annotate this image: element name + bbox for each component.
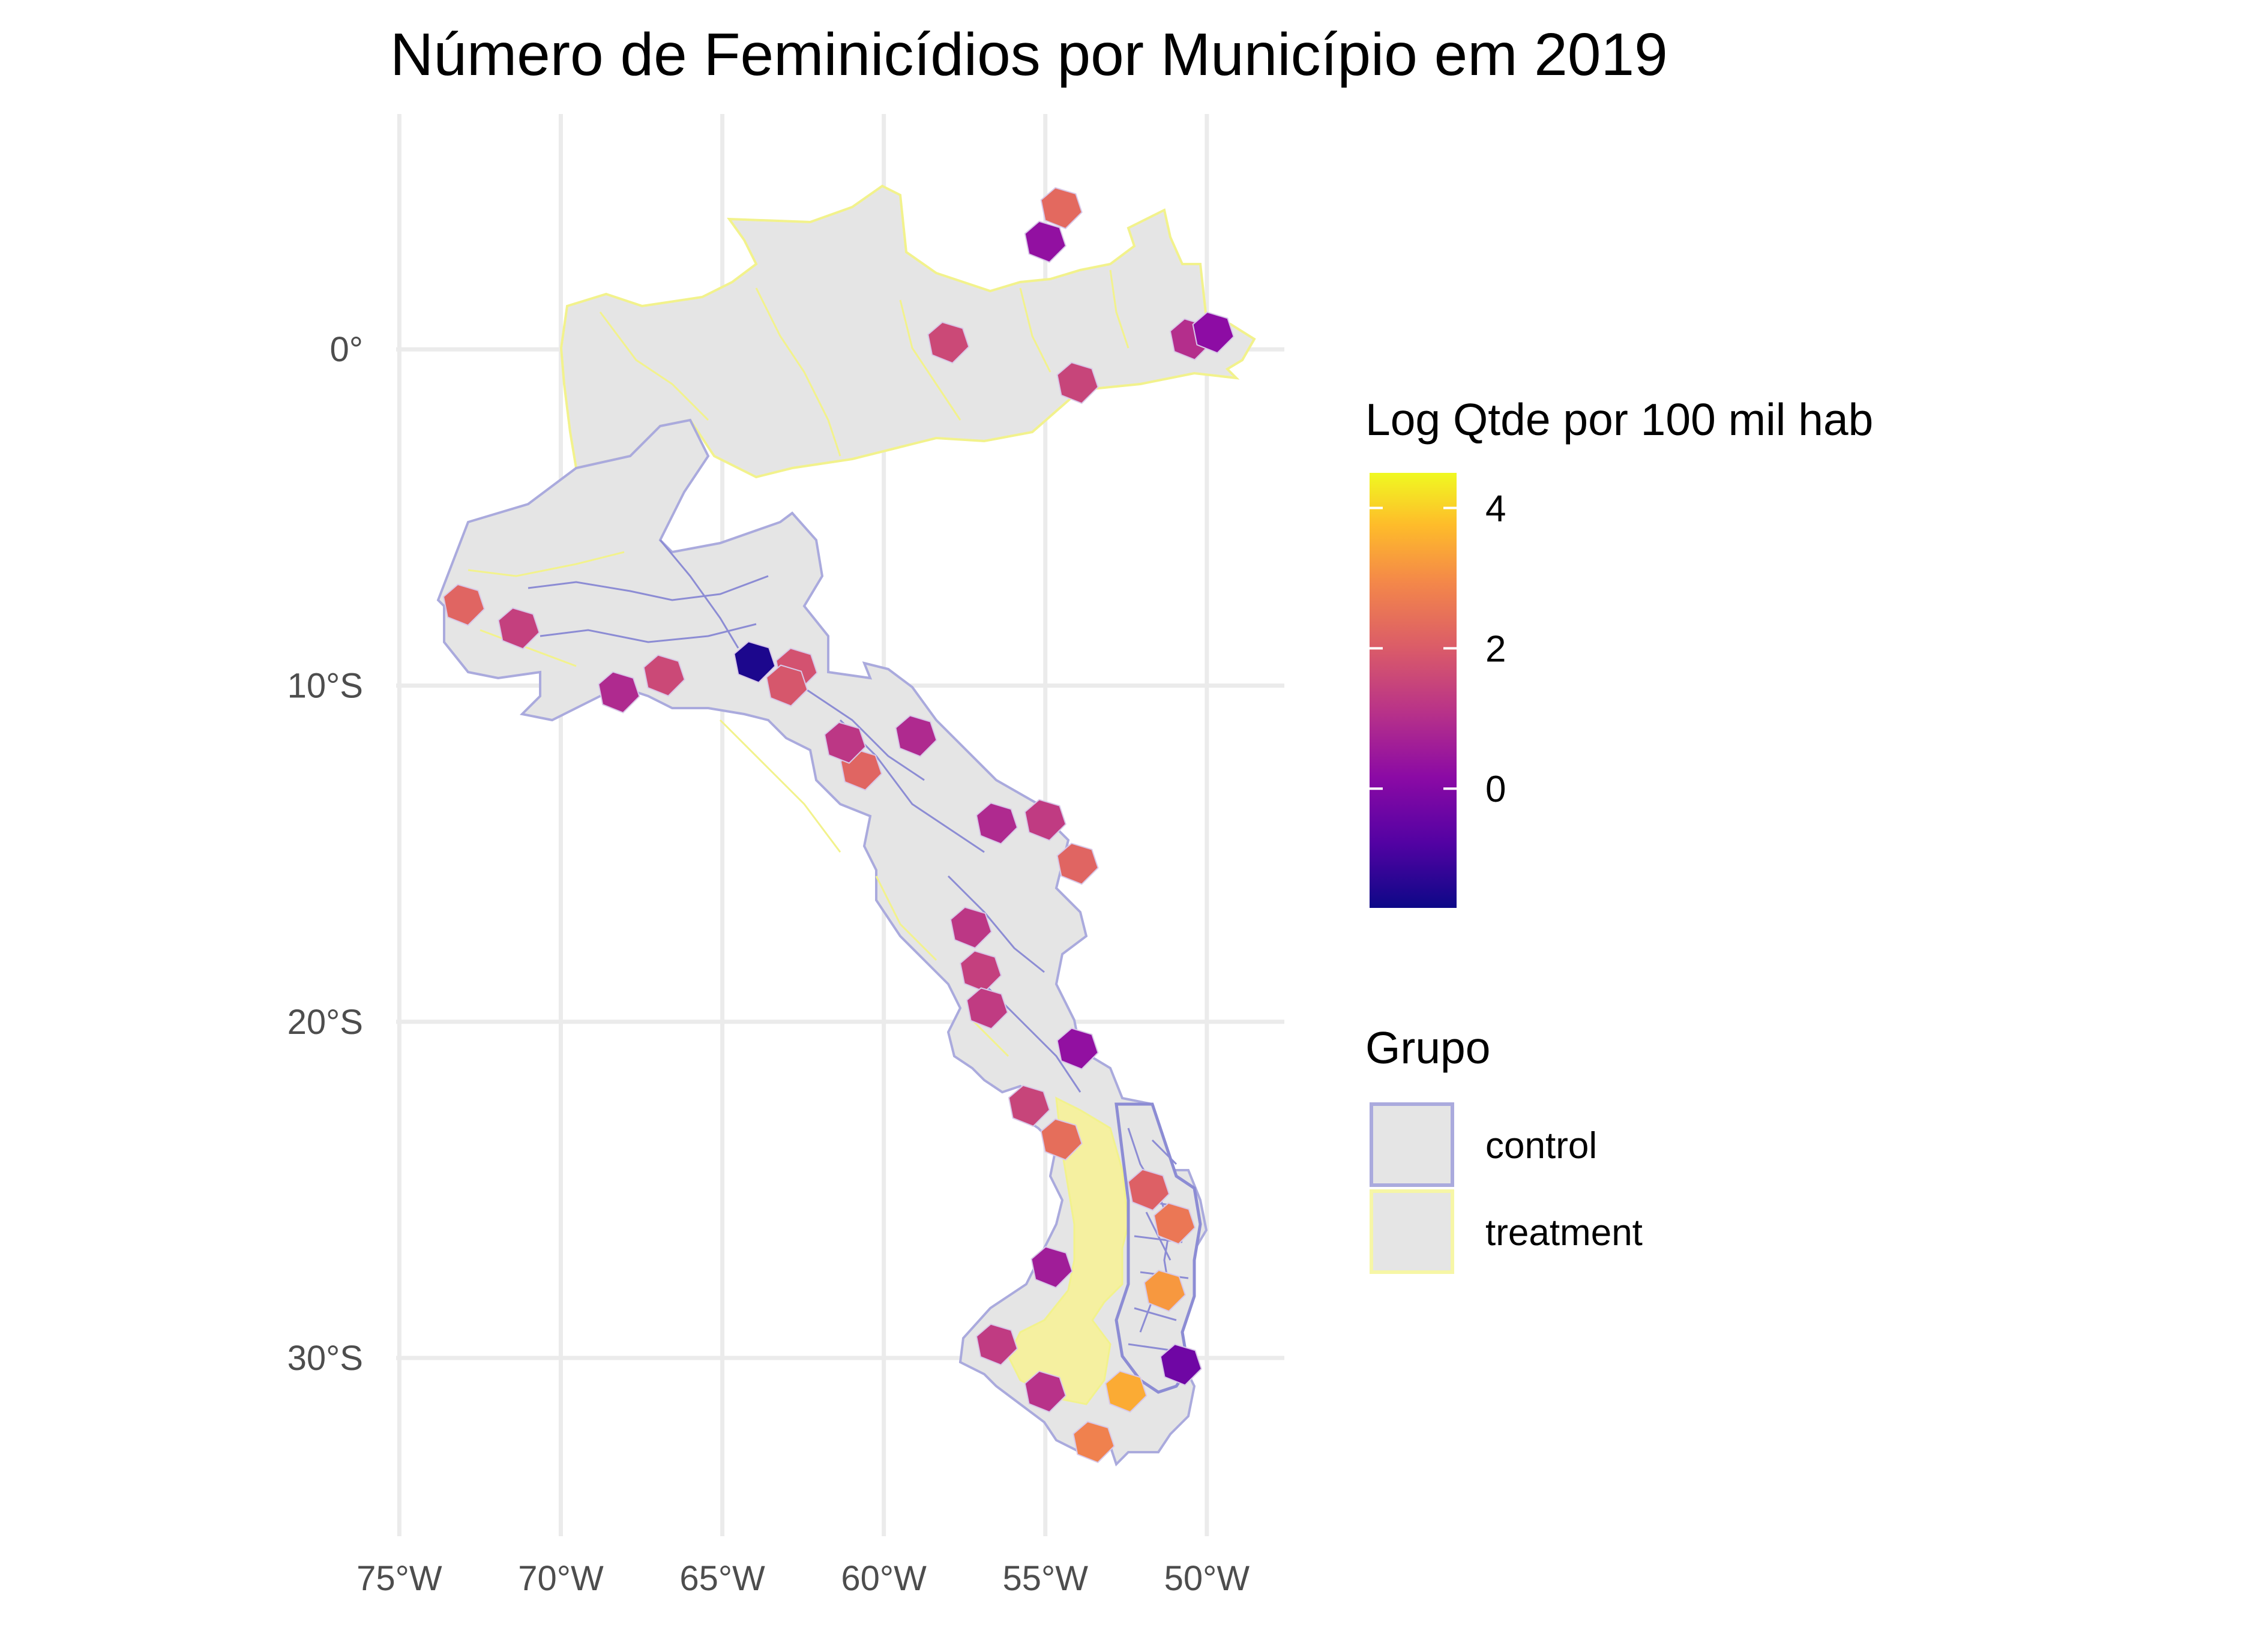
legend-key-treatment: [1370, 1189, 1454, 1274]
municipality-shape: [733, 641, 776, 683]
municipality-shape: [1024, 799, 1066, 841]
y-tick-label: 0°: [330, 330, 363, 369]
municipality-shape: [1056, 362, 1099, 404]
x-tick-label: 70°W: [518, 1559, 604, 1598]
legend-label-control: control: [1485, 1125, 1597, 1167]
colorbar-tick-label: 0: [1485, 769, 1506, 810]
municipality-shape: [895, 715, 937, 757]
colorbar-tick-label: 4: [1485, 488, 1506, 529]
chart-title: Número de Feminicídios por Município em …: [390, 21, 1668, 88]
colorbar-gradient: [1370, 473, 1457, 908]
south-treatment-zone: [1007, 1096, 1129, 1405]
municipality-shape: [1105, 1370, 1148, 1413]
colorbar-tick-label: 2: [1485, 628, 1506, 670]
municipality-markers: [442, 187, 1235, 1464]
legend-label-treatment: treatment: [1485, 1212, 1643, 1254]
municipality-shape: [1040, 1118, 1083, 1161]
y-axis-ticks: 0° 10°S 20°S 30°S: [287, 330, 363, 1378]
colorbar-ticks: 0 2 4: [1370, 488, 1506, 810]
municipality-shape: [1160, 1344, 1202, 1386]
municipality-shape: [975, 802, 1018, 845]
x-tick-label: 50°W: [1164, 1559, 1250, 1598]
x-axis-ticks: 75°W 70°W 65°W 60°W 55°W 50°W: [356, 1559, 1250, 1598]
municipality-shape: [823, 721, 867, 764]
municipality-shape: [1143, 1269, 1187, 1312]
municipality-shape: [1072, 1421, 1115, 1464]
municipality-shape: [975, 1323, 1018, 1366]
municipality-shape: [1040, 187, 1083, 230]
municipality-shape: [960, 950, 1002, 993]
group-legend-title: Grupo: [1365, 1023, 1490, 1073]
x-tick-label: 75°W: [356, 1559, 442, 1598]
municipality-shape: [1056, 843, 1099, 885]
legend-key-control: [1370, 1102, 1454, 1187]
municipality-shape: [766, 664, 808, 707]
municipality-shape: [598, 671, 640, 713]
municipality-shape: [949, 906, 993, 949]
y-tick-label: 10°S: [287, 666, 363, 705]
group-legend: Grupo control treatment: [1365, 1023, 1643, 1274]
treatment-borders: [468, 269, 1129, 1057]
municipality-shape: [1008, 1084, 1050, 1128]
municipality-shape: [1056, 1027, 1099, 1070]
municipality-shape: [927, 321, 970, 364]
municipality-shape: [966, 987, 1009, 1030]
colorbar-legend: Log Qtde por 100 mil hab 0 2 4: [1365, 394, 1873, 908]
map-region: [436, 184, 1256, 1467]
y-tick-label: 20°S: [287, 1003, 363, 1042]
colorbar-title: Log Qtde por 100 mil hab: [1365, 394, 1873, 445]
municipality-shape: [1030, 1246, 1073, 1288]
municipality-shape: [1192, 311, 1235, 354]
municipality-shape: [643, 654, 685, 697]
x-tick-label: 60°W: [841, 1559, 927, 1598]
municipality-shape: [1153, 1202, 1196, 1245]
x-tick-label: 55°W: [1003, 1559, 1089, 1598]
municipality-shape: [1024, 1370, 1066, 1413]
municipality-shape: [1024, 220, 1066, 263]
municipality-shape: [1127, 1168, 1170, 1212]
y-tick-label: 30°S: [287, 1339, 363, 1378]
municipality-shape: [442, 583, 486, 626]
x-tick-label: 65°W: [679, 1559, 765, 1598]
municipality-shape: [498, 607, 540, 650]
